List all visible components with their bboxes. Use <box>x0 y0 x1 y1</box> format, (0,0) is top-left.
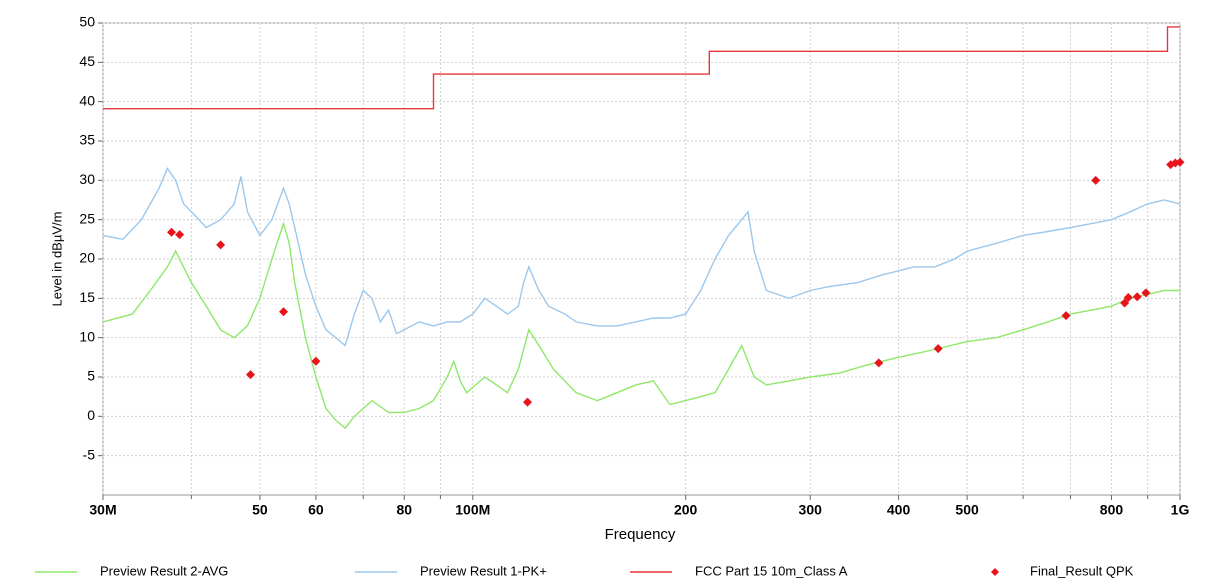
x-tick-label: 400 <box>887 502 911 518</box>
y-axis-label: Level in dBµV/m <box>49 212 64 307</box>
legend-label: Final_Result QPK <box>1030 563 1134 578</box>
x-tick-label: 100M <box>455 502 490 518</box>
marker <box>1141 288 1151 298</box>
marker <box>933 344 943 354</box>
legend-marker <box>991 568 999 576</box>
y-tick-label: 5 <box>87 368 95 384</box>
y-tick-label: 30 <box>79 171 95 187</box>
y-tick-label: 25 <box>79 210 95 226</box>
x-tick-label: 1G <box>1171 502 1190 518</box>
y-tick-label: 15 <box>79 289 95 305</box>
marker <box>523 397 533 407</box>
x-tick-label: 60 <box>308 502 324 518</box>
marker <box>1123 293 1133 303</box>
y-tick-label: 40 <box>79 92 95 108</box>
marker <box>1132 292 1142 302</box>
marker <box>1175 157 1185 167</box>
marker <box>167 227 177 237</box>
y-tick-label: 0 <box>87 407 95 423</box>
marker <box>1120 298 1130 308</box>
marker <box>1091 175 1101 185</box>
y-tick-label: 45 <box>79 53 95 69</box>
series-line <box>102 167 1181 347</box>
y-tick-label: -5 <box>83 446 96 462</box>
legend-label: FCC Part 15 10m_Class A <box>695 563 848 578</box>
legend-label: Preview Result 2-AVG <box>100 563 228 578</box>
y-tick-label: 20 <box>79 250 95 266</box>
marker <box>311 356 321 366</box>
marker <box>246 370 256 380</box>
y-tick-label: 50 <box>79 14 95 30</box>
legend-label: Preview Result 1-PK+ <box>420 563 547 578</box>
marker <box>1061 311 1071 321</box>
series-line <box>102 221 1180 430</box>
marker <box>874 358 884 368</box>
x-tick-label: 200 <box>674 502 698 518</box>
x-tick-label: 500 <box>955 502 979 518</box>
x-tick-label: 800 <box>1100 502 1124 518</box>
y-tick-label: 35 <box>79 132 95 148</box>
series-line <box>103 26 1180 110</box>
x-tick-label: 80 <box>396 502 412 518</box>
x-tick-label: 30M <box>89 502 116 518</box>
x-tick-label: 300 <box>799 502 823 518</box>
marker <box>216 240 226 250</box>
y-tick-label: 10 <box>79 328 95 344</box>
marker <box>175 230 185 240</box>
marker <box>279 307 289 317</box>
x-axis-label: Frequency <box>605 526 676 543</box>
x-tick-label: 50 <box>252 502 268 518</box>
